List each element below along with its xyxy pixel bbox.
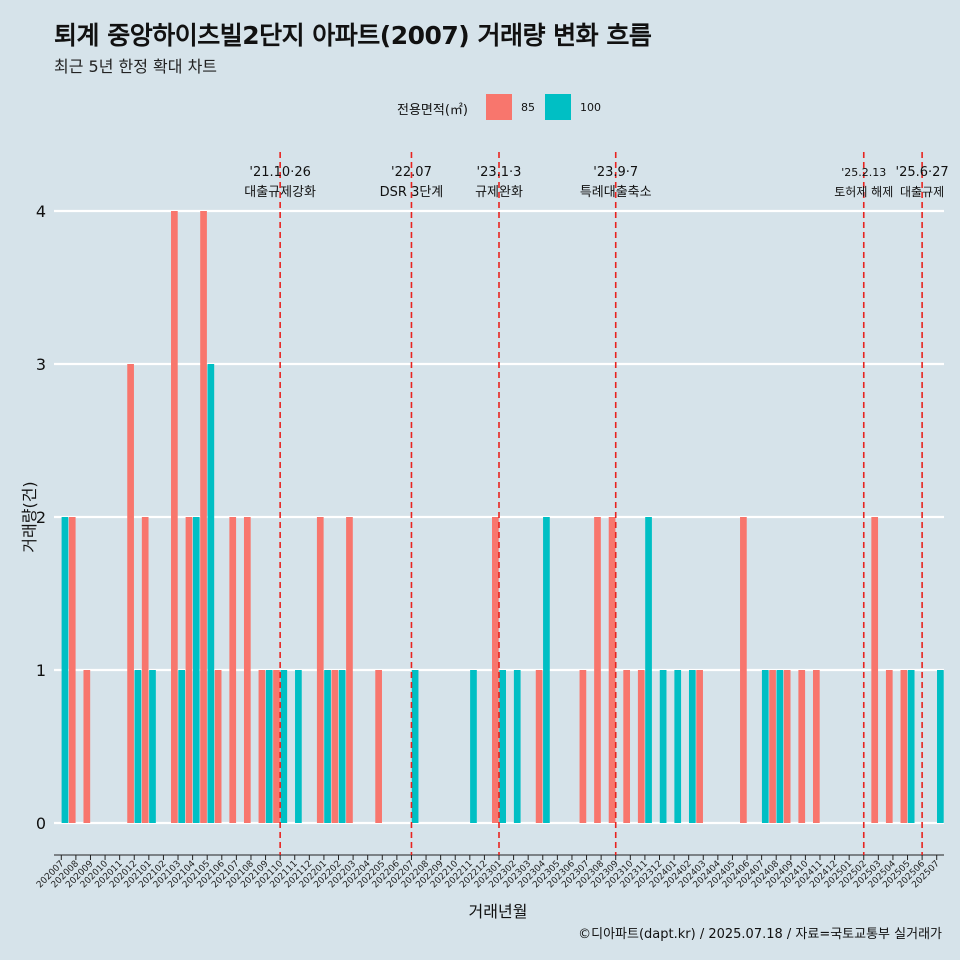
- bar-85-202202: [331, 670, 339, 823]
- event-label: 규제완화: [475, 185, 523, 200]
- y-tick-label: 3: [36, 355, 46, 374]
- bar-85-202409: [783, 670, 791, 823]
- bar-85-202109: [258, 670, 266, 823]
- bar-100-202507: [937, 670, 944, 823]
- event-label: DSR 3단계: [380, 185, 444, 200]
- bar-100-202505: [907, 670, 915, 823]
- bar-85-202308: [594, 517, 601, 823]
- bar-85-202503: [871, 517, 879, 823]
- bar-85-202012: [127, 364, 134, 823]
- x-axis-label: 거래년월: [468, 902, 528, 921]
- legend-title: 전용면적(㎡): [397, 103, 468, 118]
- bar-100-202401: [674, 670, 682, 823]
- bar-100-202304: [543, 517, 550, 823]
- bar-100-202207: [411, 670, 419, 823]
- event-date-label: '23.9·7: [593, 165, 638, 180]
- bar-85-202009: [83, 670, 91, 823]
- bar-85-202504: [885, 670, 893, 823]
- bar-85-202311: [637, 670, 645, 823]
- bar-100-202312: [659, 670, 667, 823]
- bar-100-202202: [338, 670, 346, 823]
- bar-100-202105: [207, 364, 215, 823]
- bar-100-202302: [513, 670, 521, 823]
- bar-100-202104: [192, 517, 200, 823]
- bar-100-202012: [134, 670, 142, 823]
- bar-85-202108: [243, 517, 251, 823]
- bar-85-202408: [769, 670, 776, 823]
- bar-100-202103: [178, 670, 186, 823]
- bar-85-202403: [696, 670, 703, 823]
- event-date-label: '25.6·27: [896, 165, 949, 180]
- y-tick-label: 0: [36, 814, 46, 833]
- bar-100-202111: [295, 670, 302, 823]
- bar-85-202104: [185, 517, 193, 823]
- legend: 전용면적(㎡) 85 100: [0, 94, 960, 122]
- bar-100-202110: [280, 670, 288, 823]
- bar-85-202505: [900, 670, 908, 823]
- bar-100-202211: [470, 670, 477, 823]
- bar-100-202301: [499, 670, 506, 823]
- legend-label-85: 85: [521, 101, 535, 114]
- bar-85-202410: [798, 670, 806, 823]
- bar-85-202406: [740, 517, 747, 823]
- bar-100-202407: [761, 670, 769, 823]
- bar-100-202007: [61, 517, 69, 823]
- event-label: 토허제 해제: [834, 185, 893, 199]
- bar-85-202105: [200, 211, 207, 823]
- event-label: 특례대출축소: [580, 185, 652, 200]
- event-date-label: '23.1·3: [477, 165, 522, 180]
- y-tick-label: 1: [36, 661, 46, 680]
- bar-85-202103: [171, 211, 178, 823]
- event-date-label: '22.07: [391, 165, 432, 180]
- bar-100-202402: [688, 670, 696, 823]
- bar-85-202008: [68, 517, 76, 823]
- legend-key-85: [486, 94, 512, 120]
- chart-title: 퇴계 중앙하이츠빌2단지 아파트(2007) 거래량 변화 흐름: [54, 21, 652, 50]
- bar-85-202301: [492, 517, 499, 823]
- bar-85-202107: [229, 517, 237, 823]
- legend-key-100: [545, 94, 571, 120]
- chart-subtitle: 최근 5년 한정 확대 차트: [54, 57, 218, 76]
- bar-85-202310: [623, 670, 631, 823]
- bar-100-202109: [265, 670, 273, 823]
- bar-85-202201: [316, 517, 324, 823]
- event-label: 대출규제강화: [244, 185, 316, 200]
- source-caption: ©디아파트(dapt.kr) / 2025.07.18 / 자료=국토교통부 실…: [578, 927, 942, 942]
- event-date-label: '21.10·26: [249, 165, 310, 180]
- bar-85-202205: [375, 670, 382, 823]
- bar-100-202311: [645, 517, 652, 823]
- y-tick-label: 2: [36, 508, 46, 527]
- bar-85-202106: [214, 670, 222, 823]
- event-date-label: '25.2.13: [841, 166, 886, 179]
- bar-100-202201: [324, 670, 331, 823]
- legend-label-100: 100: [580, 101, 601, 114]
- bar-100-202408: [776, 670, 784, 823]
- bar-85-202307: [579, 670, 587, 823]
- bar-85-202304: [535, 670, 543, 823]
- bar-85-202411: [812, 670, 820, 823]
- bar-85-202203: [346, 517, 353, 823]
- bar-85-202110: [273, 670, 280, 823]
- bar-100-202101: [149, 670, 156, 823]
- y-tick-label: 4: [36, 202, 46, 221]
- bar-85-202101: [141, 517, 149, 823]
- event-label: 대출규제: [900, 185, 944, 199]
- bar-85-202309: [608, 517, 616, 823]
